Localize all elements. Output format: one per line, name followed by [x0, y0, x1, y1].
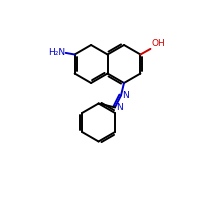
Text: N: N	[123, 90, 129, 100]
Text: H₂N: H₂N	[48, 48, 65, 57]
Text: N: N	[117, 103, 123, 112]
Text: OH: OH	[151, 39, 165, 48]
